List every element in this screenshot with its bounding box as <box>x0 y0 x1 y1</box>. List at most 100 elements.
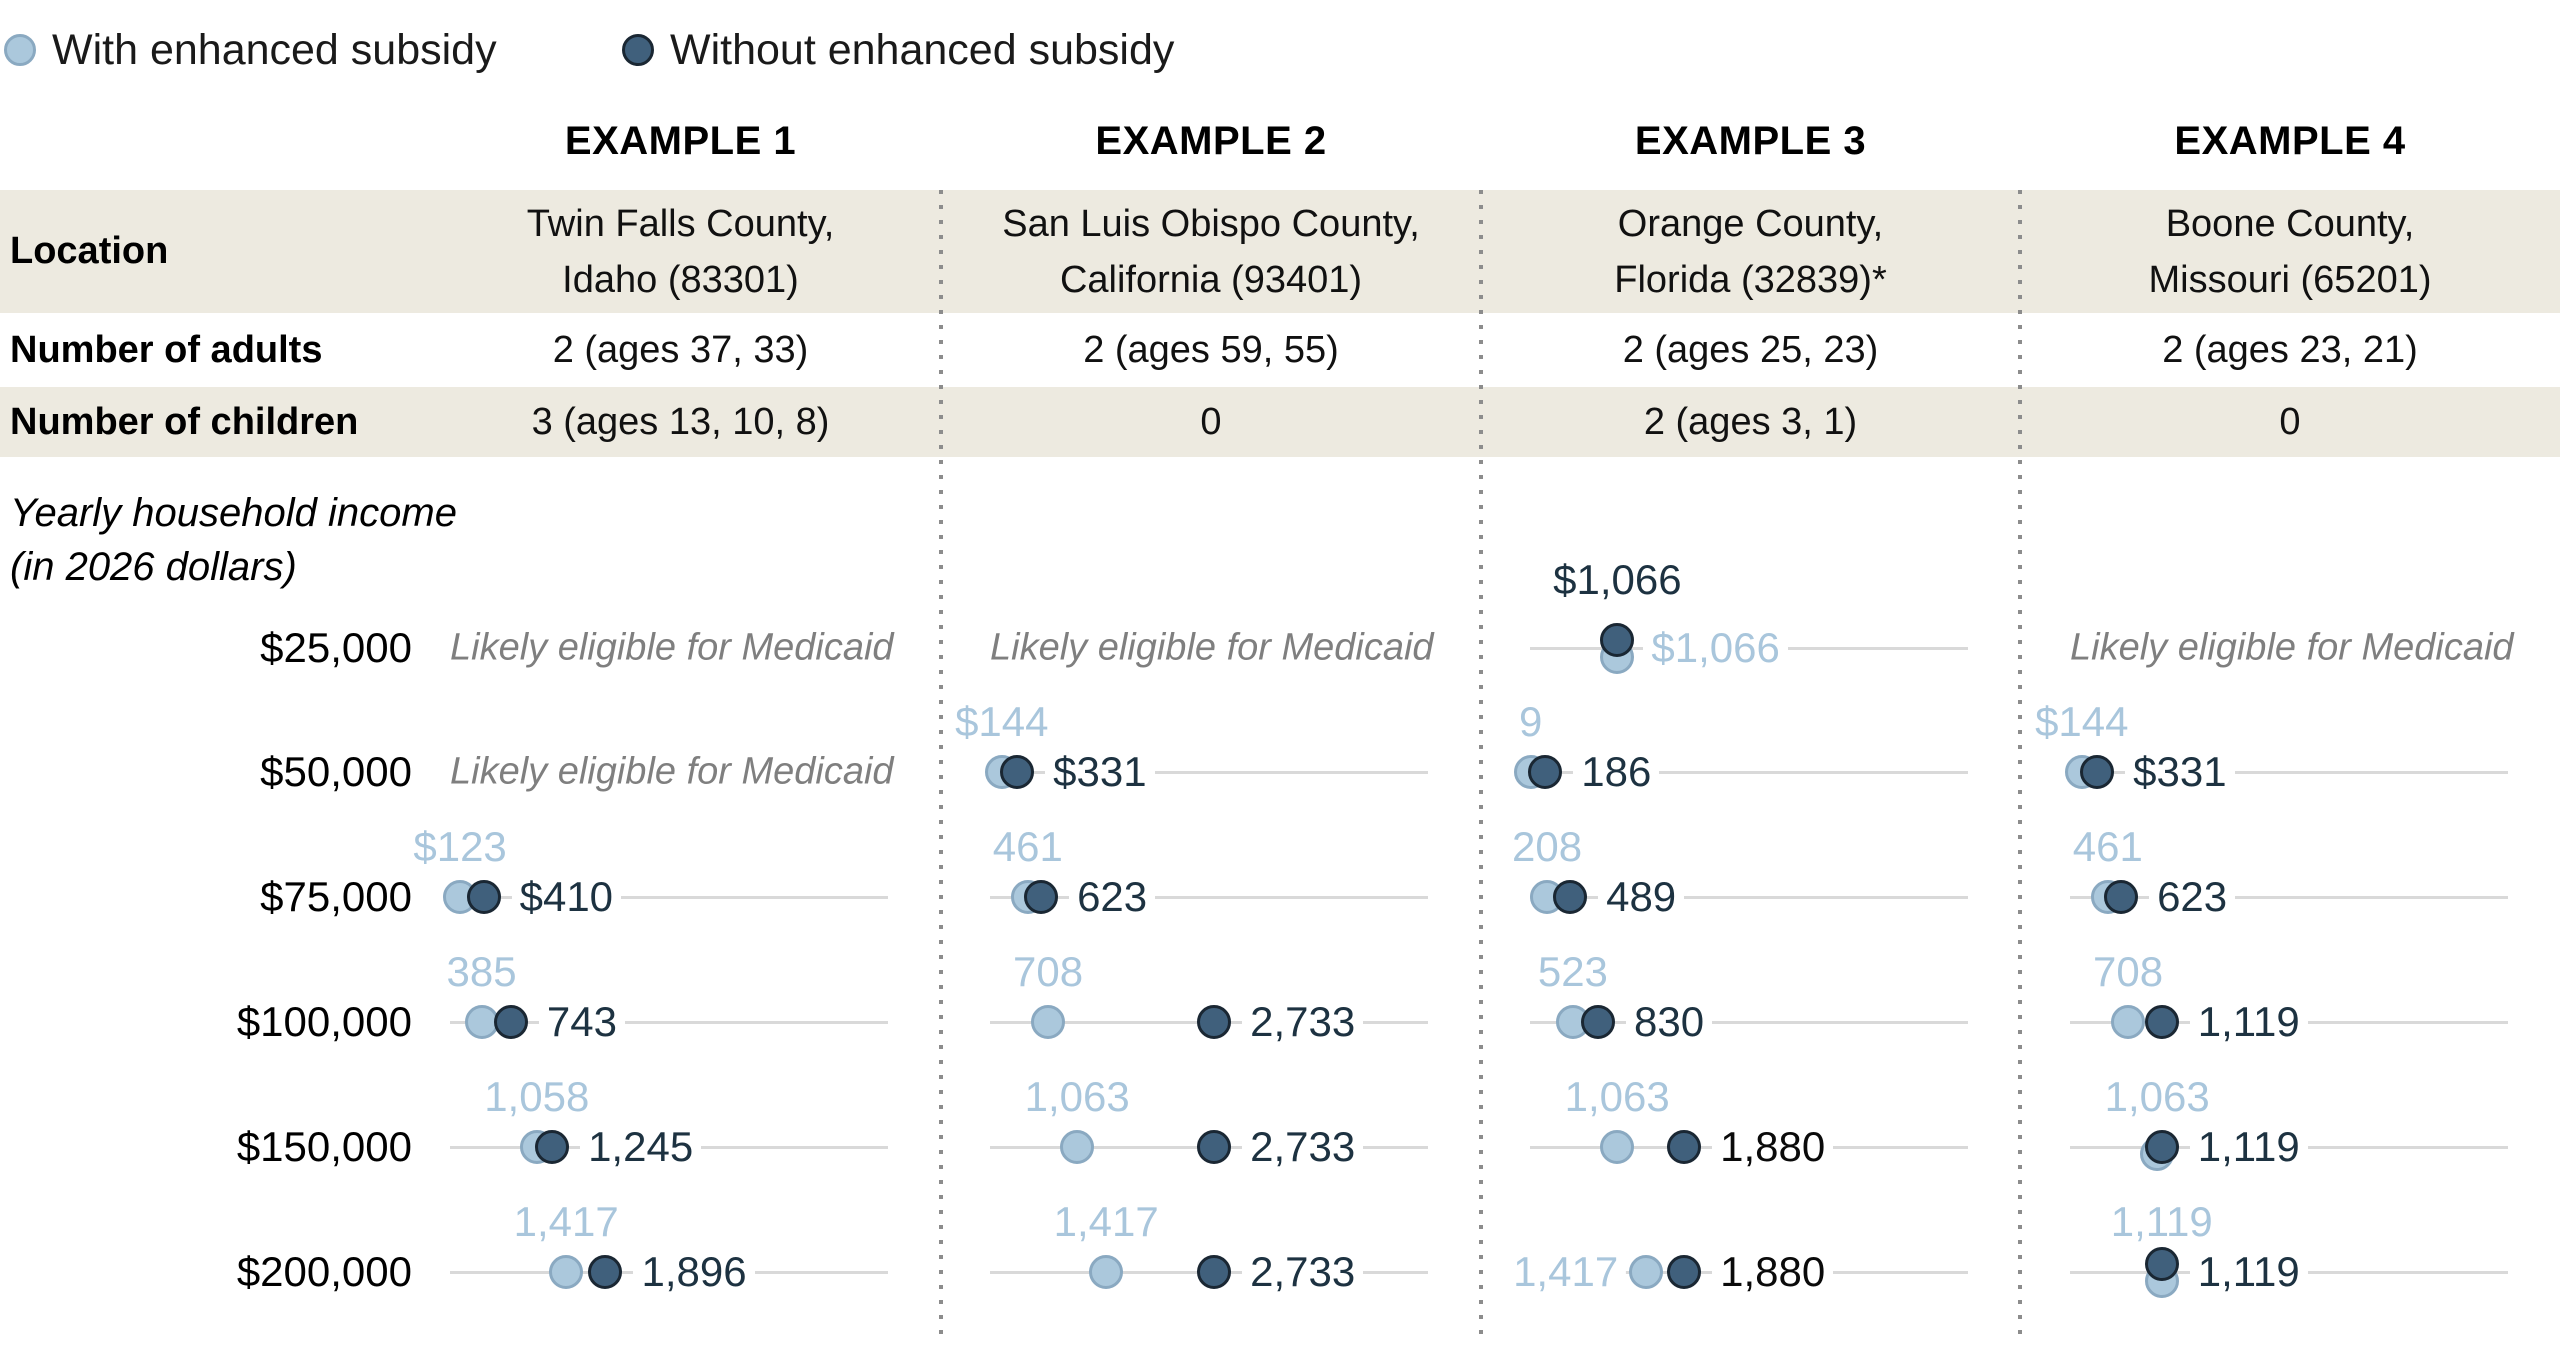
dot-with-subsidy <box>1089 1255 1124 1289</box>
value-label-with: 1,058 <box>484 1073 590 1120</box>
value-label-without: 1,880 <box>1712 1123 1834 1171</box>
axis-title-line1: Yearly household income <box>10 491 457 535</box>
value-label-without: 489 <box>1598 873 1685 921</box>
value-label-with: 208 <box>1512 823 1583 870</box>
value-label-without: $331 <box>1045 748 1155 796</box>
income-tick-label: $75,000 <box>260 873 412 920</box>
column-header-example-1: EXAMPLE 1 <box>564 119 797 163</box>
value-label-with: $1,066 <box>1643 624 1788 672</box>
value-label-with: 1,063 <box>1564 1073 1670 1120</box>
dot-with-subsidy <box>1060 1130 1095 1164</box>
value-label-with: 708 <box>1013 948 1084 995</box>
table-row-adults: Number of adults 2 (ages 37, 33) 2 (ages… <box>0 313 2560 387</box>
value-label-with: $123 <box>413 823 507 870</box>
value-label-without: 1,880 <box>1712 1248 1834 1296</box>
income-tick-label: $150,000 <box>236 1123 412 1170</box>
value-label-with: 1,063 <box>1024 1073 1130 1120</box>
location-example-4: Boone County, Missouri (65201) <box>2020 190 2560 313</box>
value-label-without: 1,119 <box>2189 1248 2308 1296</box>
value-label-without: 186 <box>1573 748 1660 796</box>
location-line: Twin Falls County, <box>526 202 835 245</box>
dot-with-subsidy <box>549 1255 584 1289</box>
table-row-children: Number of children 3 (ages 13, 10, 8) 0 … <box>0 387 2560 457</box>
dot-without-subsidy <box>1197 1005 1232 1039</box>
value-label-without: 623 <box>1069 873 1156 921</box>
dot-with-subsidy <box>1031 1005 1066 1039</box>
dot-without-subsidy <box>2104 880 2139 914</box>
value-label-without: 830 <box>1626 998 1713 1046</box>
axis-title-line2: (in 2026 dollars) <box>10 545 297 589</box>
legend-item-with: With enhanced subsidy <box>4 26 497 74</box>
value-label-without: 1,119 <box>2189 1123 2308 1171</box>
location-line: Orange County, <box>1617 202 1884 245</box>
with-subsidy-dot-icon <box>4 34 36 66</box>
children-example-4: 0 <box>2279 401 2301 443</box>
location-line: Boone County, <box>2165 202 2415 245</box>
column-header-example-4: EXAMPLE 4 <box>2174 119 2406 163</box>
income-tick-label: $25,000 <box>260 624 412 671</box>
dot-without-subsidy <box>1528 755 1563 789</box>
adults-example-2: 2 (ages 59, 55) <box>1083 329 1339 371</box>
value-label-with: 1,417 <box>513 1198 619 1245</box>
dot-without-subsidy <box>1581 1005 1616 1039</box>
dot-with-subsidy <box>1600 1130 1635 1164</box>
value-label-with: 523 <box>1537 948 1608 995</box>
income-tick-label: $100,000 <box>236 998 412 1045</box>
value-label-without: 623 <box>2149 873 2236 921</box>
column-separator <box>2018 190 2022 1345</box>
value-label-with: 1,119 <box>2110 1198 2213 1245</box>
gridline <box>450 896 888 899</box>
without-subsidy-dot-icon <box>622 34 654 66</box>
dot-without-subsidy <box>1600 623 1635 657</box>
location-line: Idaho (83301) <box>562 258 799 301</box>
gridline <box>2070 771 2508 774</box>
value-label-with: 385 <box>446 948 517 995</box>
dot-with-subsidy <box>2111 1005 2146 1039</box>
children-example-3: 2 (ages 3, 1) <box>1643 401 1858 443</box>
income-tick-label: $50,000 <box>260 748 412 795</box>
legend-label-without: Without enhanced subsidy <box>670 25 1175 74</box>
legend-item-without: Without enhanced subsidy <box>622 26 1174 74</box>
dot-without-subsidy <box>1197 1130 1232 1164</box>
dot-without-subsidy <box>1553 880 1588 914</box>
gridline <box>1530 771 1968 774</box>
axis-title: Yearly household income (in 2026 dollars… <box>10 486 457 594</box>
children-example-1: 3 (ages 13, 10, 8) <box>531 401 830 443</box>
value-label-with: 1,063 <box>2104 1073 2210 1120</box>
value-label-without: 1,245 <box>580 1123 702 1171</box>
dot-without-subsidy <box>2144 1130 2179 1164</box>
location-line: Missouri (65201) <box>2148 258 2432 301</box>
column-separator <box>939 190 943 1345</box>
value-label-with: 9 <box>1519 698 1543 745</box>
value-label-without: 1,896 <box>633 1248 755 1296</box>
row-label-children: Number of children <box>10 400 359 443</box>
legend-label-with: With enhanced subsidy <box>52 25 497 74</box>
value-label-with: 461 <box>992 823 1063 870</box>
value-label-with: 461 <box>2072 823 2143 870</box>
value-label-without: $410 <box>511 873 622 921</box>
value-label-with: 708 <box>2093 948 2164 995</box>
location-example-3: Orange County, Florida (32839)* <box>1481 190 2020 313</box>
medicaid-note: Likely eligible for Medicaid <box>2070 626 2514 669</box>
location-line: California (93401) <box>1059 258 1363 301</box>
medicaid-note: Likely eligible for Medicaid <box>450 626 894 669</box>
value-label-without: 2,733 <box>1242 998 1364 1046</box>
dot-without-subsidy <box>1024 880 1059 914</box>
dot-without-subsidy <box>2144 1005 2179 1039</box>
value-label-without: 1,119 <box>2189 998 2308 1046</box>
dot-without-subsidy <box>493 1005 528 1039</box>
location-line: San Luis Obispo County, <box>1002 202 1420 245</box>
value-label-without: $1,066 <box>1553 556 1682 603</box>
gridline <box>450 1021 888 1024</box>
column-header-example-2: EXAMPLE 2 <box>1095 119 1327 163</box>
children-example-2: 0 <box>1200 401 1222 443</box>
adults-example-3: 2 (ages 25, 23) <box>1622 329 1879 371</box>
adults-example-4: 2 (ages 23, 21) <box>2162 329 2418 371</box>
gridline <box>990 896 1428 899</box>
dot-without-subsidy <box>1667 1255 1702 1289</box>
dot-without-subsidy <box>466 880 501 914</box>
value-label-with: 1,417 <box>1505 1248 1627 1296</box>
gridline <box>990 771 1428 774</box>
medicaid-note: Likely eligible for Medicaid <box>990 626 1434 669</box>
dot-without-subsidy <box>535 1130 570 1164</box>
